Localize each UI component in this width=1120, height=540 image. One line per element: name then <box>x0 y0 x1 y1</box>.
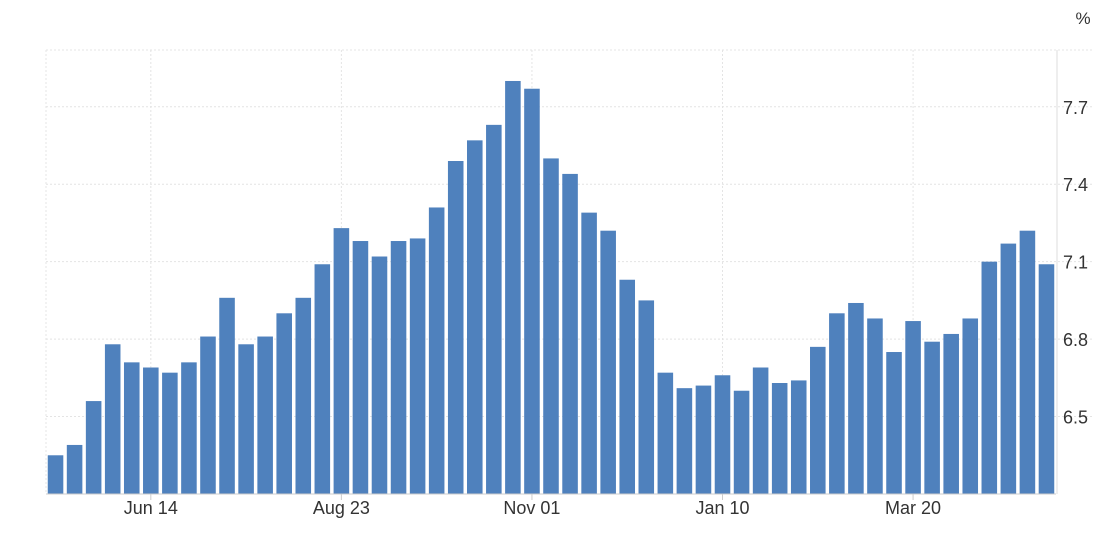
bar[interactable] <box>352 241 369 494</box>
bar[interactable] <box>371 256 388 494</box>
bar[interactable] <box>771 383 788 494</box>
bar[interactable] <box>752 367 769 494</box>
y-tick-label: 6.5 <box>1063 408 1088 428</box>
bar[interactable] <box>123 362 140 494</box>
bar[interactable] <box>981 261 998 494</box>
axes <box>46 50 1058 500</box>
bar[interactable] <box>867 318 883 494</box>
bar[interactable] <box>390 241 407 494</box>
bar[interactable] <box>524 88 540 494</box>
bar[interactable] <box>447 161 464 494</box>
bar[interactable] <box>219 297 235 494</box>
bar[interactable] <box>66 444 83 494</box>
bar[interactable] <box>467 140 483 494</box>
bar[interactable] <box>733 390 750 494</box>
bar[interactable] <box>295 297 312 494</box>
bar[interactable] <box>428 207 445 494</box>
bar[interactable] <box>200 336 216 494</box>
bar[interactable] <box>409 238 426 494</box>
bar[interactable] <box>962 318 979 494</box>
bars <box>47 80 1055 495</box>
y-tick-label: 7.4 <box>1063 175 1088 195</box>
bar[interactable] <box>104 344 121 494</box>
bar[interactable] <box>238 344 254 494</box>
bar[interactable] <box>85 401 102 494</box>
bar[interactable] <box>657 372 674 494</box>
y-tick-label: 6.8 <box>1063 330 1088 350</box>
bar[interactable] <box>47 455 64 494</box>
bar[interactable] <box>714 375 731 494</box>
y-tick-label: 7.1 <box>1063 253 1088 273</box>
bar[interactable] <box>505 80 521 494</box>
bar[interactable] <box>848 302 864 494</box>
unit-label: % <box>1075 9 1090 28</box>
bar[interactable] <box>543 158 559 495</box>
bar[interactable] <box>829 313 845 494</box>
bar[interactable] <box>581 212 597 494</box>
bar[interactable] <box>314 264 331 494</box>
bar[interactable] <box>1019 230 1036 494</box>
bar[interactable] <box>143 367 159 494</box>
bar[interactable] <box>486 124 502 495</box>
bar[interactable] <box>1000 243 1017 494</box>
bar[interactable] <box>619 279 636 494</box>
bar[interactable] <box>1038 264 1055 494</box>
bar[interactable] <box>333 228 350 494</box>
axis-labels: 6.5 6.8 7.1 7.4 7.7 Jun 14 Aug 23 Nov 01 Jan 10 M… <box>124 98 1088 518</box>
x-tick-label: Jun 14 <box>124 498 178 518</box>
bar[interactable] <box>638 300 655 494</box>
x-tick-label: Aug 23 <box>313 498 370 518</box>
x-tick-label: Mar 20 <box>885 498 941 518</box>
bar[interactable] <box>695 385 712 494</box>
bar[interactable] <box>886 352 902 494</box>
bar[interactable] <box>905 321 921 494</box>
bar[interactable] <box>562 173 578 494</box>
bar[interactable] <box>181 362 197 494</box>
x-tick-label: Nov 01 <box>503 498 560 518</box>
y-tick-label: 7.7 <box>1063 98 1088 118</box>
bar[interactable] <box>257 336 273 494</box>
bar[interactable] <box>810 346 826 494</box>
bar[interactable] <box>943 333 959 494</box>
x-tick-label: Jan 10 <box>695 498 749 518</box>
bar[interactable] <box>924 341 940 494</box>
bar[interactable] <box>600 230 616 494</box>
bar[interactable] <box>676 388 693 494</box>
bar[interactable] <box>162 372 178 494</box>
bar[interactable] <box>790 380 807 494</box>
bar[interactable] <box>276 313 292 494</box>
